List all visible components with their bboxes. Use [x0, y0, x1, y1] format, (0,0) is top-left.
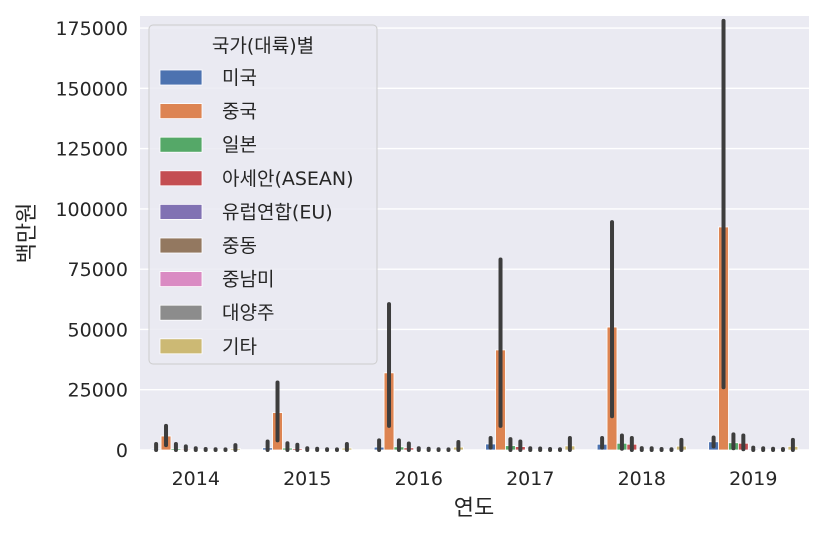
y-tick-label: 175000 [55, 18, 128, 40]
y-tick-labels: 0 25000 50000 75000 100000 125000 150000 175000 [55, 18, 128, 462]
legend-box [148, 24, 378, 365]
y-tick-label: 150000 [55, 78, 128, 100]
x-tick-label: 2019 [729, 468, 777, 490]
x-tick-label: 2018 [618, 468, 666, 490]
legend-swatch [159, 338, 203, 355]
y-tick-label: 75000 [68, 259, 128, 281]
x-tick-label: 2014 [172, 468, 220, 490]
legend-label: 미국 [222, 67, 257, 89]
error-bars-group [154, 18, 795, 452]
legend-title: 국가(대륙)별 [212, 35, 314, 57]
y-tick-label: 25000 [68, 380, 128, 402]
legend-label: 대양주 [222, 302, 274, 324]
legend-label: 유럽연합(EU) [222, 201, 333, 223]
legend-label: 기타 [222, 336, 257, 358]
y-tick-label: 100000 [55, 199, 128, 221]
x-tick-label: 2017 [506, 468, 554, 490]
x-tick-label: 2015 [283, 468, 331, 490]
legend-swatch [159, 203, 203, 220]
legend-swatch [159, 271, 203, 288]
legend-label: 중국 [222, 101, 257, 123]
legend-swatch [159, 170, 203, 187]
legend-swatch [159, 237, 203, 254]
legend-swatch [159, 304, 203, 321]
x-axis-title: 연도 [454, 496, 494, 521]
legend-label: 중남미 [222, 269, 274, 291]
legend-swatch [159, 103, 203, 119]
legend-swatch [159, 136, 203, 153]
y-axis-title: 백만원 [15, 203, 40, 264]
legend-label: 일본 [222, 134, 257, 156]
legend-label: 중동 [222, 235, 257, 257]
x-tick-label: 2016 [395, 468, 443, 490]
legend-label: 아세안(ASEAN) [222, 168, 354, 190]
y-tick-label: 50000 [68, 319, 128, 341]
y-tick-label: 0 [116, 440, 128, 462]
x-tick-labels: 2014 2015 2016 2017 2018 2019 [172, 468, 778, 490]
legend-swatch [159, 69, 203, 86]
y-tick-label: 125000 [55, 139, 128, 161]
